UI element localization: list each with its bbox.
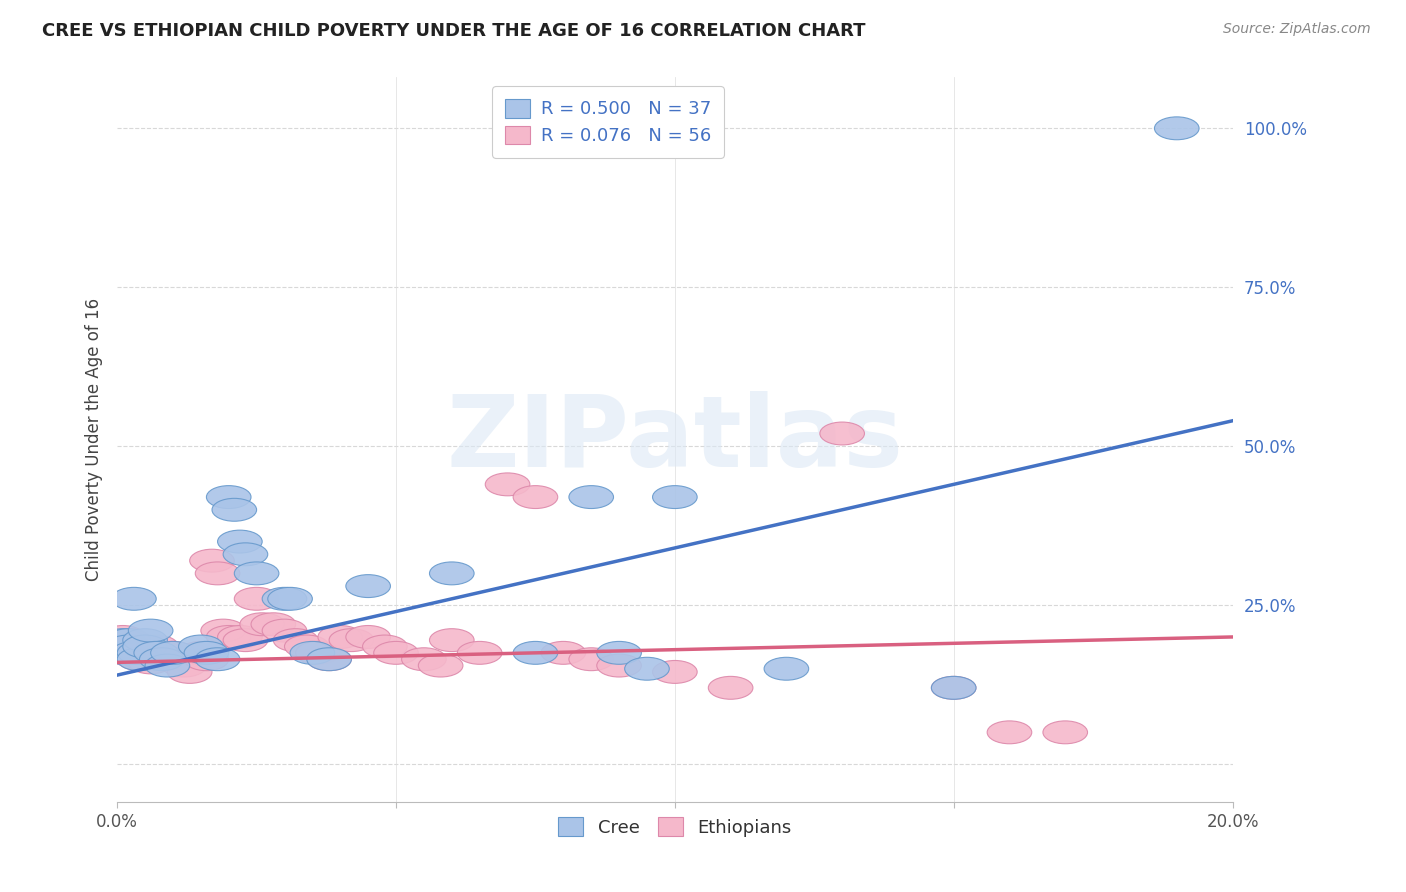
Ellipse shape: [105, 635, 150, 658]
Ellipse shape: [218, 625, 262, 648]
Ellipse shape: [224, 629, 267, 651]
Ellipse shape: [134, 635, 179, 658]
Ellipse shape: [419, 654, 463, 677]
Ellipse shape: [156, 648, 201, 671]
Ellipse shape: [100, 629, 145, 651]
Ellipse shape: [513, 485, 558, 508]
Ellipse shape: [105, 629, 150, 651]
Ellipse shape: [987, 721, 1032, 744]
Ellipse shape: [122, 629, 167, 651]
Ellipse shape: [195, 648, 240, 671]
Ellipse shape: [931, 676, 976, 699]
Ellipse shape: [240, 613, 284, 636]
Ellipse shape: [179, 635, 224, 658]
Ellipse shape: [117, 641, 162, 665]
Ellipse shape: [134, 641, 179, 665]
Ellipse shape: [596, 654, 641, 677]
Ellipse shape: [122, 641, 167, 665]
Ellipse shape: [100, 632, 145, 655]
Ellipse shape: [111, 641, 156, 665]
Ellipse shape: [122, 648, 167, 671]
Ellipse shape: [569, 485, 613, 508]
Ellipse shape: [128, 645, 173, 667]
Ellipse shape: [128, 651, 173, 673]
Ellipse shape: [179, 641, 224, 665]
Ellipse shape: [184, 641, 229, 665]
Ellipse shape: [100, 625, 145, 648]
Ellipse shape: [596, 641, 641, 665]
Ellipse shape: [429, 562, 474, 585]
Ellipse shape: [105, 635, 150, 658]
Ellipse shape: [195, 562, 240, 585]
Ellipse shape: [262, 587, 307, 610]
Ellipse shape: [485, 473, 530, 496]
Ellipse shape: [374, 641, 419, 665]
Ellipse shape: [162, 654, 207, 677]
Ellipse shape: [402, 648, 446, 671]
Ellipse shape: [267, 587, 312, 610]
Ellipse shape: [212, 499, 257, 521]
Ellipse shape: [346, 625, 391, 648]
Ellipse shape: [318, 625, 363, 648]
Ellipse shape: [139, 641, 184, 665]
Ellipse shape: [273, 629, 318, 651]
Ellipse shape: [284, 635, 329, 658]
Ellipse shape: [624, 657, 669, 681]
Ellipse shape: [329, 629, 374, 651]
Ellipse shape: [513, 641, 558, 665]
Text: Source: ZipAtlas.com: Source: ZipAtlas.com: [1223, 22, 1371, 37]
Ellipse shape: [429, 629, 474, 651]
Ellipse shape: [457, 641, 502, 665]
Ellipse shape: [262, 619, 307, 642]
Y-axis label: Child Poverty Under the Age of 16: Child Poverty Under the Age of 16: [86, 298, 103, 582]
Ellipse shape: [1154, 117, 1199, 140]
Ellipse shape: [307, 648, 352, 671]
Text: CREE VS ETHIOPIAN CHILD POVERTY UNDER THE AGE OF 16 CORRELATION CHART: CREE VS ETHIOPIAN CHILD POVERTY UNDER TH…: [42, 22, 866, 40]
Ellipse shape: [931, 676, 976, 699]
Ellipse shape: [307, 648, 352, 671]
Ellipse shape: [122, 635, 167, 658]
Ellipse shape: [111, 639, 156, 661]
Ellipse shape: [218, 530, 262, 553]
Ellipse shape: [201, 619, 246, 642]
Ellipse shape: [117, 648, 162, 671]
Ellipse shape: [117, 648, 162, 671]
Ellipse shape: [224, 543, 267, 566]
Ellipse shape: [235, 587, 278, 610]
Ellipse shape: [652, 660, 697, 683]
Legend: Cree, Ethiopians: Cree, Ethiopians: [551, 810, 799, 844]
Ellipse shape: [145, 648, 190, 671]
Ellipse shape: [134, 641, 179, 665]
Ellipse shape: [190, 549, 235, 572]
Text: ZIPatlas: ZIPatlas: [447, 392, 903, 488]
Ellipse shape: [541, 641, 586, 665]
Ellipse shape: [346, 574, 391, 598]
Ellipse shape: [569, 648, 613, 671]
Ellipse shape: [150, 641, 195, 665]
Ellipse shape: [820, 422, 865, 445]
Ellipse shape: [117, 641, 162, 665]
Ellipse shape: [235, 562, 278, 585]
Ellipse shape: [207, 625, 252, 648]
Ellipse shape: [111, 587, 156, 610]
Ellipse shape: [1043, 721, 1087, 744]
Ellipse shape: [105, 629, 150, 651]
Ellipse shape: [167, 660, 212, 683]
Ellipse shape: [139, 648, 184, 671]
Ellipse shape: [290, 641, 335, 665]
Ellipse shape: [252, 613, 295, 636]
Ellipse shape: [100, 641, 145, 665]
Ellipse shape: [709, 676, 754, 699]
Ellipse shape: [652, 485, 697, 508]
Ellipse shape: [763, 657, 808, 681]
Ellipse shape: [207, 485, 252, 508]
Ellipse shape: [363, 635, 408, 658]
Ellipse shape: [111, 645, 156, 667]
Ellipse shape: [128, 619, 173, 642]
Ellipse shape: [145, 654, 190, 677]
Ellipse shape: [184, 648, 229, 671]
Ellipse shape: [150, 641, 195, 665]
Ellipse shape: [295, 641, 340, 665]
